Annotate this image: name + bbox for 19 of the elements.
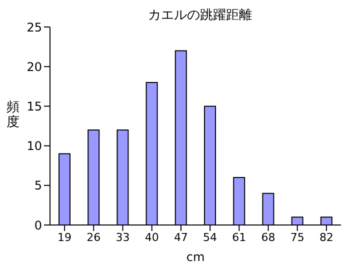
y-axis-title: 頻度 (6, 100, 20, 130)
x-tick-label: 82 (319, 230, 334, 244)
x-tick-label: 19 (58, 230, 72, 244)
x-tick-label: 68 (261, 230, 276, 244)
x-axis-title: cm (186, 250, 205, 264)
x-tick-label: 47 (174, 230, 188, 244)
y-tick-label: 15 (26, 99, 42, 114)
x-tick-label: 40 (144, 230, 159, 244)
y-tick-label: 20 (26, 60, 42, 74)
y-tick-label: 0 (34, 218, 42, 232)
x-tick-label: 33 (116, 230, 130, 244)
y-tick-label: 5 (34, 178, 42, 193)
y-tick-label: 10 (26, 139, 42, 154)
chart-title: カエルの跳躍距離 (147, 7, 253, 24)
x-tick-label: 54 (203, 230, 218, 244)
x-tick-label: 61 (232, 230, 246, 244)
y-tick-label: 25 (26, 20, 42, 34)
x-tick-label: 75 (290, 230, 304, 244)
x-tick-label: 26 (86, 230, 101, 244)
